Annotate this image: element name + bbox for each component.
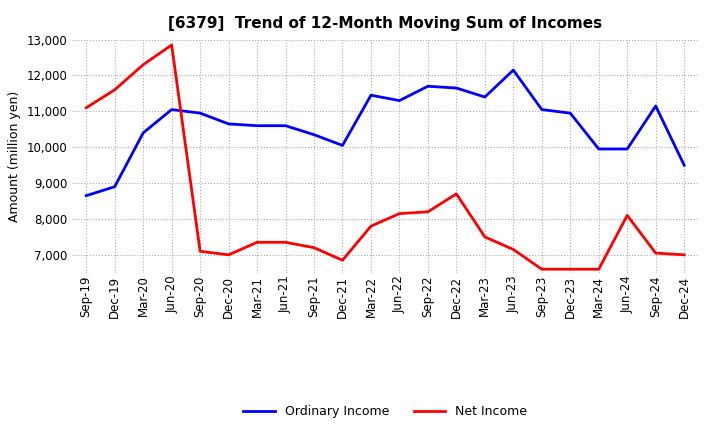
Ordinary Income xyxy=(595,147,603,152)
Net Income xyxy=(338,257,347,263)
Ordinary Income xyxy=(196,110,204,116)
Ordinary Income xyxy=(452,85,461,91)
Line: Ordinary Income: Ordinary Income xyxy=(86,70,684,196)
Net Income xyxy=(366,224,375,229)
Ordinary Income xyxy=(338,143,347,148)
Ordinary Income xyxy=(282,123,290,128)
Ordinary Income xyxy=(366,92,375,98)
Net Income xyxy=(566,267,575,272)
Ordinary Income xyxy=(566,110,575,116)
Y-axis label: Amount (million yen): Amount (million yen) xyxy=(8,91,21,222)
Net Income xyxy=(537,267,546,272)
Net Income xyxy=(395,211,404,216)
Ordinary Income xyxy=(395,98,404,103)
Title: [6379]  Trend of 12-Month Moving Sum of Incomes: [6379] Trend of 12-Month Moving Sum of I… xyxy=(168,16,602,32)
Net Income xyxy=(509,247,518,252)
Ordinary Income xyxy=(139,130,148,136)
Net Income xyxy=(139,62,148,67)
Net Income xyxy=(225,252,233,257)
Net Income xyxy=(680,252,688,257)
Net Income xyxy=(282,240,290,245)
Ordinary Income xyxy=(623,147,631,152)
Net Income xyxy=(310,245,318,250)
Ordinary Income xyxy=(423,84,432,89)
Net Income xyxy=(110,87,119,92)
Net Income xyxy=(623,213,631,218)
Net Income xyxy=(253,240,261,245)
Ordinary Income xyxy=(509,67,518,73)
Legend: Ordinary Income, Net Income: Ordinary Income, Net Income xyxy=(238,400,532,423)
Ordinary Income xyxy=(480,94,489,99)
Net Income xyxy=(652,250,660,256)
Ordinary Income xyxy=(310,132,318,137)
Ordinary Income xyxy=(82,193,91,198)
Ordinary Income xyxy=(652,103,660,109)
Net Income xyxy=(167,42,176,48)
Ordinary Income xyxy=(537,107,546,112)
Ordinary Income xyxy=(680,162,688,168)
Ordinary Income xyxy=(225,121,233,127)
Net Income xyxy=(595,267,603,272)
Net Income xyxy=(423,209,432,214)
Line: Net Income: Net Income xyxy=(86,45,684,269)
Ordinary Income xyxy=(167,107,176,112)
Net Income xyxy=(82,105,91,110)
Net Income xyxy=(196,249,204,254)
Ordinary Income xyxy=(253,123,261,128)
Net Income xyxy=(452,191,461,197)
Net Income xyxy=(480,234,489,239)
Ordinary Income xyxy=(110,184,119,189)
